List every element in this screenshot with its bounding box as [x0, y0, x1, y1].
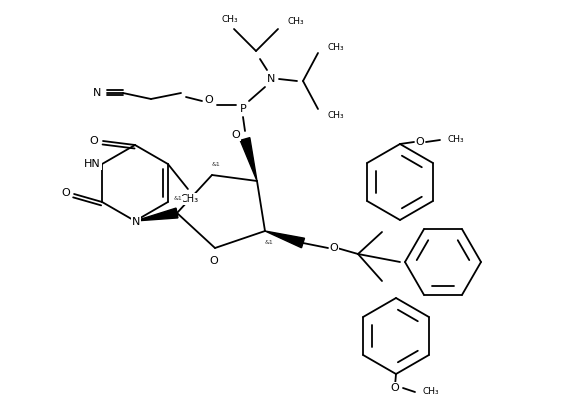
Text: N: N	[132, 217, 140, 227]
Text: N: N	[93, 88, 101, 98]
Text: &1: &1	[264, 240, 274, 245]
Text: O: O	[89, 136, 98, 146]
Text: P: P	[239, 104, 246, 114]
Text: CH₃: CH₃	[422, 387, 439, 397]
Text: CH₃: CH₃	[181, 194, 199, 204]
Text: O: O	[415, 137, 424, 147]
Text: CH₃: CH₃	[448, 135, 465, 145]
Text: CH₃: CH₃	[327, 110, 343, 120]
Text: &1: &1	[211, 163, 220, 168]
Text: O: O	[329, 243, 338, 253]
Text: CH₃: CH₃	[327, 43, 343, 51]
Text: O: O	[390, 383, 399, 393]
Text: CH₃: CH₃	[222, 15, 238, 25]
Text: &1: &1	[174, 196, 182, 201]
Text: O: O	[232, 130, 241, 140]
Polygon shape	[265, 231, 304, 248]
Text: O: O	[210, 256, 218, 266]
Text: N: N	[267, 74, 275, 84]
Text: CH₃: CH₃	[287, 18, 304, 26]
Text: HN: HN	[84, 159, 101, 169]
Text: O: O	[62, 188, 70, 198]
Text: O: O	[205, 95, 213, 105]
Polygon shape	[135, 208, 178, 221]
Polygon shape	[240, 138, 257, 181]
